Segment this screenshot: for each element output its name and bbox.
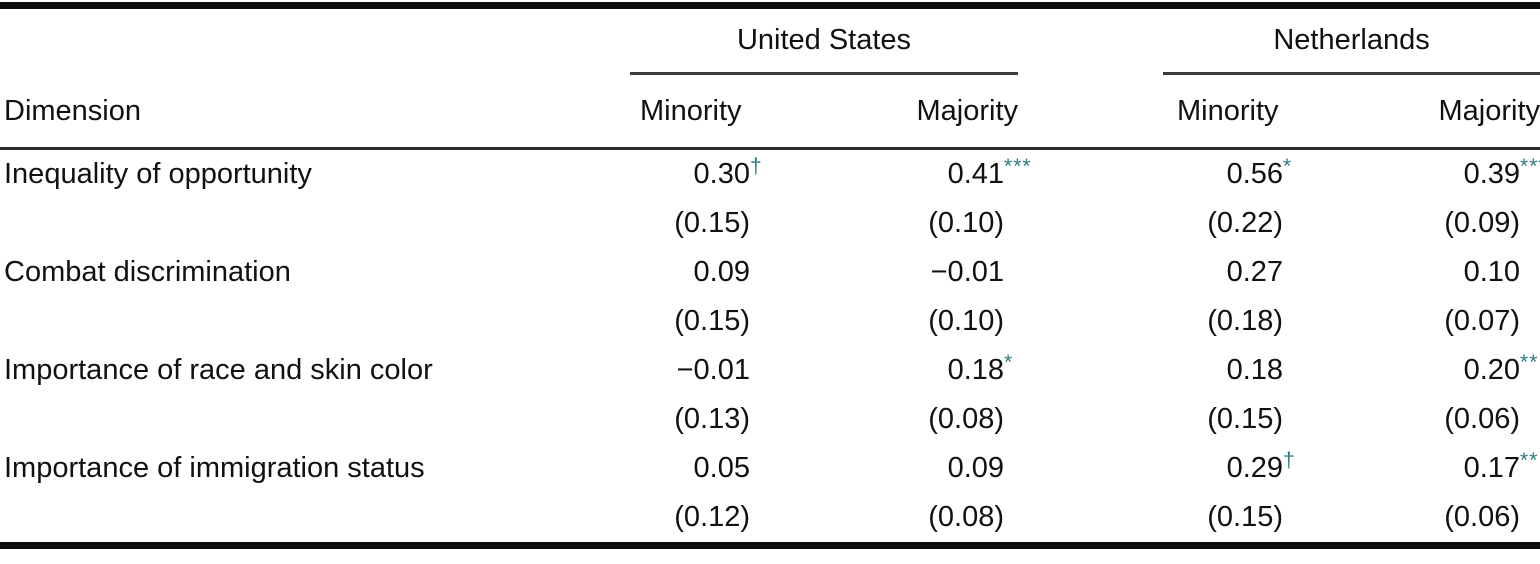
se-cell: (0.08) bbox=[928, 403, 1005, 435]
gap-cell bbox=[1018, 444, 1163, 493]
estimate-value: 0.20 bbox=[1463, 354, 1521, 386]
gap-cell bbox=[1018, 248, 1163, 297]
column-header-us-minority: Minority bbox=[630, 75, 830, 150]
se-cell: (0.09) bbox=[1444, 207, 1521, 239]
se-cell: (0.15) bbox=[674, 207, 750, 239]
estimate-value: −0.01 bbox=[930, 256, 1005, 288]
dimension-label: Importance of race and skin color bbox=[4, 354, 433, 386]
column-header-us-majority: Majority bbox=[830, 75, 1019, 150]
se-cell: (0.10) bbox=[928, 207, 1005, 239]
se-cell: (0.18) bbox=[1207, 305, 1284, 337]
column-header-dimension: Dimension bbox=[0, 75, 630, 150]
se-cell: (0.13) bbox=[674, 403, 750, 435]
se-cell: (0.06) bbox=[1444, 403, 1521, 435]
estimate-cell: 0.30† bbox=[693, 155, 763, 190]
se-cell: (0.06) bbox=[1444, 501, 1521, 533]
se-cell: (0.12) bbox=[674, 501, 750, 533]
dimension-label-empty bbox=[0, 493, 630, 542]
gap-cell bbox=[1018, 346, 1163, 395]
column-header-nl-minority: Minority bbox=[1163, 75, 1354, 150]
estimate-value: 0.30 bbox=[693, 158, 750, 190]
estimate-value: 0.05 bbox=[693, 452, 750, 484]
estimate-cell: 0.10 bbox=[1353, 248, 1540, 297]
gap-cell bbox=[1018, 395, 1163, 444]
gap-cell bbox=[1018, 297, 1163, 346]
estimate-value: 0.39 bbox=[1463, 158, 1521, 190]
gap-cell bbox=[1018, 150, 1163, 199]
estimate-cell: 0.18* bbox=[947, 351, 1014, 386]
estimate-cell: 0.09 bbox=[630, 248, 830, 297]
group-header-netherlands: Netherlands bbox=[1163, 9, 1540, 75]
estimate-cell: 0.27 bbox=[1163, 248, 1353, 297]
estimate-cell: 0.09 bbox=[830, 444, 1018, 493]
se-cell: (0.08) bbox=[928, 501, 1005, 533]
se-cell: (0.15) bbox=[674, 305, 750, 337]
estimate-cell: −0.01 bbox=[830, 248, 1018, 297]
group-header-spacer bbox=[0, 9, 630, 75]
se-cell: (0.07) bbox=[1444, 305, 1521, 337]
table-row-estimate: Importance of race and skin color −0.01 … bbox=[0, 346, 1540, 395]
estimate-value: 0.10 bbox=[1463, 256, 1521, 288]
dimension-label: Combat discrimination bbox=[4, 256, 291, 288]
dimension-label-empty bbox=[0, 395, 630, 444]
column-header-row: Dimension Minority Majority Minority Maj… bbox=[0, 75, 1540, 150]
column-header-gap bbox=[1018, 75, 1164, 150]
dimension-label: Importance of immigration status bbox=[4, 452, 425, 484]
table-row-estimate: Inequality of opportunity 0.30† 0.41*** … bbox=[0, 150, 1540, 199]
estimate-cell: 0.41*** bbox=[947, 155, 1032, 190]
estimate-value: 0.17 bbox=[1463, 452, 1521, 484]
estimate-cell: 0.05 bbox=[630, 444, 830, 493]
column-header-nl-majority: Majority bbox=[1353, 75, 1540, 150]
group-header-row: United States Netherlands bbox=[0, 9, 1540, 75]
se-cell: (0.15) bbox=[1207, 501, 1284, 533]
estimate-cell: 0.18 bbox=[1163, 346, 1353, 395]
estimate-cell: −0.01 bbox=[630, 346, 830, 395]
se-cell: (0.10) bbox=[928, 305, 1005, 337]
group-header-gap bbox=[1018, 9, 1163, 75]
se-cell: (0.15) bbox=[1207, 403, 1284, 435]
estimate-cell: 0.56* bbox=[1226, 155, 1293, 190]
table-row-se: (0.13) (0.08) (0.15) (0.06) bbox=[0, 395, 1540, 444]
table-row-se: (0.15) (0.10) (0.18) (0.07) bbox=[0, 297, 1540, 346]
estimate-cell: 0.39*** bbox=[1463, 155, 1540, 190]
table-row-estimate: Importance of immigration status 0.05 0.… bbox=[0, 444, 1540, 493]
estimate-cell: 0.20** bbox=[1463, 351, 1539, 386]
estimate-value: 0.18 bbox=[947, 354, 1005, 386]
estimate-value: −0.01 bbox=[676, 354, 750, 386]
estimate-value: 0.41 bbox=[947, 158, 1005, 190]
estimate-value: 0.56 bbox=[1226, 158, 1284, 190]
gap-cell bbox=[1018, 199, 1163, 248]
estimate-cell: 0.29† bbox=[1226, 449, 1296, 484]
dimension-label: Inequality of opportunity bbox=[4, 158, 312, 190]
table-row-se: (0.15) (0.10) (0.22) (0.09) bbox=[0, 199, 1540, 248]
dimension-label-empty bbox=[0, 199, 630, 248]
table-row-se: (0.12) (0.08) (0.15) (0.06) bbox=[0, 493, 1540, 542]
table-bottom-rule bbox=[0, 542, 1540, 549]
table-top-rule bbox=[0, 2, 1540, 9]
table-row-estimate: Combat discrimination 0.09 −0.01 0.27 0.… bbox=[0, 248, 1540, 297]
estimate-cell: 0.17** bbox=[1463, 449, 1539, 484]
estimate-value: 0.29 bbox=[1226, 452, 1284, 484]
estimate-value: 0.09 bbox=[947, 452, 1005, 484]
estimate-value: 0.09 bbox=[693, 256, 750, 288]
group-header-united-states: United States bbox=[630, 9, 1019, 75]
gap-cell bbox=[1018, 493, 1163, 542]
dimension-label-empty bbox=[0, 297, 630, 346]
estimate-value: 0.27 bbox=[1226, 256, 1284, 288]
estimate-value: 0.18 bbox=[1226, 354, 1284, 386]
coefficients-table: United States Netherlands Dimension Mino… bbox=[0, 9, 1540, 542]
se-cell: (0.22) bbox=[1207, 207, 1284, 239]
